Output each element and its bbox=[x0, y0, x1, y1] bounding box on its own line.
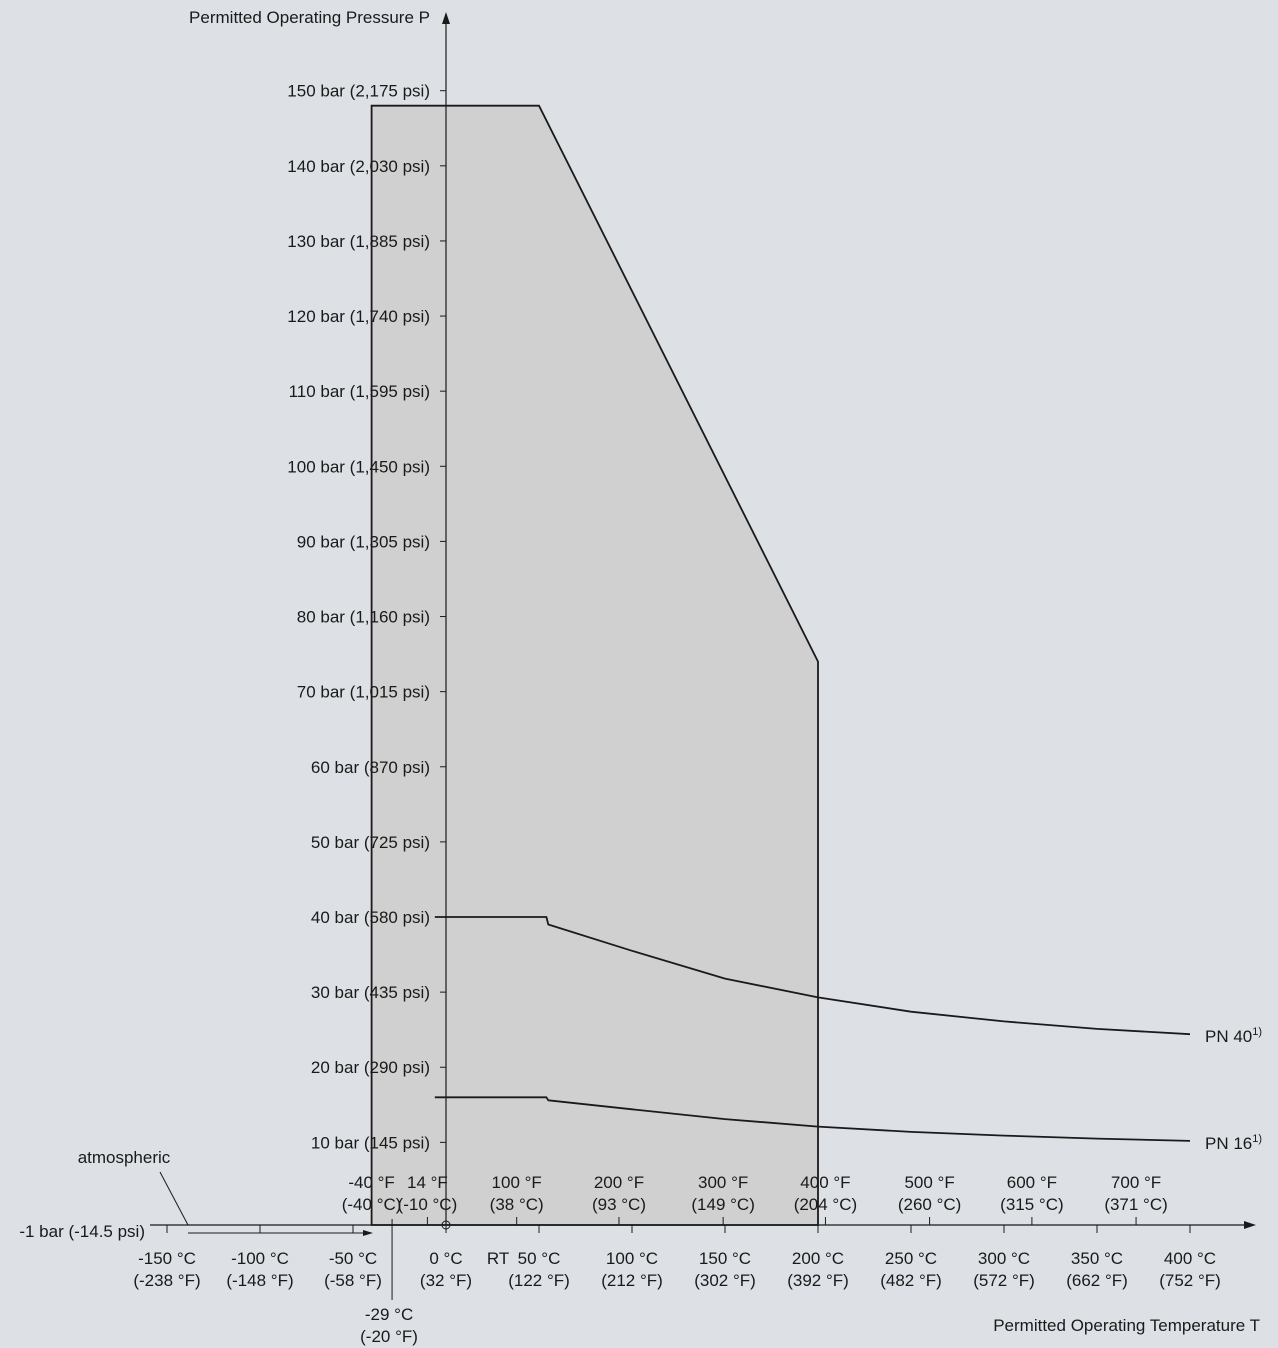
x-tick-celsius-label: 0 °C bbox=[429, 1249, 462, 1268]
x-tick-celsius-sublabel: (-58 °F) bbox=[324, 1271, 382, 1290]
x-tick-fahrenheit-label: 500 °F bbox=[904, 1173, 954, 1192]
x-tick-celsius-sublabel: (-238 °F) bbox=[133, 1271, 200, 1290]
series-label-pn-40: PN 401) bbox=[1205, 1026, 1262, 1046]
y-axis-title: Permitted Operating Pressure P bbox=[189, 8, 430, 27]
x-tick-fahrenheit-label: 300 °F bbox=[698, 1173, 748, 1192]
min-temp-marker-sublabel: (-20 °F) bbox=[360, 1327, 418, 1346]
x-tick-fahrenheit-sublabel: (371 °C) bbox=[1104, 1195, 1167, 1214]
x-tick-fahrenheit-label: -40 °F bbox=[348, 1173, 394, 1192]
x-tick-celsius-label: 100 °C bbox=[606, 1249, 658, 1268]
y-axis-arrowhead bbox=[442, 12, 450, 24]
y-tick-label: 20 bar (290 psi) bbox=[311, 1058, 430, 1077]
x-tick-celsius-sublabel: (122 °F) bbox=[508, 1271, 570, 1290]
x-tick-fahrenheit-sublabel: (-10 °C) bbox=[398, 1195, 458, 1214]
x-tick-fahrenheit-label: 200 °F bbox=[594, 1173, 644, 1192]
atmospheric-label: atmospheric bbox=[78, 1148, 171, 1167]
x-tick-celsius-label: 250 °C bbox=[885, 1249, 937, 1268]
x-tick-celsius-label: 350 °C bbox=[1071, 1249, 1123, 1268]
series-line-pn-16 bbox=[434, 1096, 1191, 1142]
x-tick-celsius-sublabel: (752 °F) bbox=[1159, 1271, 1221, 1290]
y-tick-label: 10 bar (145 psi) bbox=[311, 1133, 430, 1152]
x-tick-fahrenheit-sublabel: (93 °C) bbox=[592, 1195, 646, 1214]
y-tick-label: 130 bar (1,885 psi) bbox=[287, 232, 430, 251]
x-tick-celsius-sublabel: (302 °F) bbox=[694, 1271, 756, 1290]
permitted-area-polygon bbox=[370, 104, 819, 1226]
y-tick-label: 40 bar (580 psi) bbox=[311, 908, 430, 927]
x-tick-celsius-label: 50 °C bbox=[518, 1249, 561, 1268]
x-tick-celsius-label: 200 °C bbox=[792, 1249, 844, 1268]
y-tick-label: 140 bar (2,030 psi) bbox=[287, 157, 430, 176]
y-tick-label: 60 bar (870 psi) bbox=[311, 758, 430, 777]
y-tick-label: 90 bar (1,305 psi) bbox=[297, 532, 430, 551]
y-tick-label: 70 bar (1,015 psi) bbox=[297, 683, 430, 702]
rt-label: RT bbox=[487, 1249, 509, 1268]
y-tick-label: 80 bar (1,160 psi) bbox=[297, 608, 430, 627]
labels-layer: Permitted Operating Pressure P Permitted … bbox=[19, 8, 1262, 1346]
x-axis-title: Permitted Operating Temperature T bbox=[993, 1316, 1260, 1335]
atmospheric-arrowhead bbox=[363, 1230, 373, 1236]
x-tick-celsius-sublabel: (662 °F) bbox=[1066, 1271, 1128, 1290]
x-axis-arrowhead bbox=[1244, 1221, 1256, 1229]
series-label-pn-16: PN 161) bbox=[1205, 1133, 1262, 1153]
x-tick-celsius-label: 300 °C bbox=[978, 1249, 1030, 1268]
x-tick-celsius-sublabel: (212 °F) bbox=[601, 1271, 663, 1290]
y-tick-label: 100 bar (1,450 psi) bbox=[287, 457, 430, 476]
x-tick-fahrenheit-sublabel: (315 °C) bbox=[1000, 1195, 1063, 1214]
x-tick-celsius-sublabel: (-148 °F) bbox=[226, 1271, 293, 1290]
y-tick-label: 120 bar (1,740 psi) bbox=[287, 307, 430, 326]
x-tick-fahrenheit-sublabel: (260 °C) bbox=[898, 1195, 961, 1214]
x-tick-celsius-sublabel: (32 °F) bbox=[420, 1271, 472, 1290]
x-tick-fahrenheit-label: 100 °F bbox=[492, 1173, 542, 1192]
y-tick-label: 110 bar (1,595 psi) bbox=[289, 382, 430, 401]
atmospheric-leader bbox=[159, 1171, 189, 1226]
x-tick-fahrenheit-label: 400 °F bbox=[800, 1173, 850, 1192]
x-tick-fahrenheit-label: 14 °F bbox=[407, 1173, 448, 1192]
x-tick-fahrenheit-label: 600 °F bbox=[1007, 1173, 1057, 1192]
x-tick-celsius-label: 400 °C bbox=[1164, 1249, 1216, 1268]
y-tick-label: 50 bar (725 psi) bbox=[311, 833, 430, 852]
y-tick-label: 30 bar (435 psi) bbox=[311, 983, 430, 1002]
origin-label: -1 bar (-14.5 psi) bbox=[19, 1222, 145, 1241]
series-line-pn-40 bbox=[434, 916, 1191, 1036]
x-tick-celsius-sublabel: (482 °F) bbox=[880, 1271, 942, 1290]
x-tick-fahrenheit-sublabel: (38 °C) bbox=[490, 1195, 544, 1214]
series-layer bbox=[434, 916, 1191, 1142]
x-tick-celsius-label: -150 °C bbox=[138, 1249, 196, 1268]
x-tick-celsius-sublabel: (572 °F) bbox=[973, 1271, 1035, 1290]
y-tick-label: 150 bar (2,175 psi) bbox=[287, 82, 430, 101]
x-tick-fahrenheit-sublabel: (149 °C) bbox=[691, 1195, 754, 1214]
x-tick-celsius-sublabel: (392 °F) bbox=[787, 1271, 849, 1290]
area-layer bbox=[370, 104, 819, 1226]
x-tick-celsius-label: -100 °C bbox=[231, 1249, 289, 1268]
x-tick-fahrenheit-label: 700 °F bbox=[1111, 1173, 1161, 1192]
x-tick-celsius-label: 150 °C bbox=[699, 1249, 751, 1268]
x-tick-celsius-label: -50 °C bbox=[329, 1249, 377, 1268]
x-tick-fahrenheit-sublabel: (204 °C) bbox=[794, 1195, 857, 1214]
min-temp-marker-label: -29 °C bbox=[365, 1305, 413, 1324]
axes-layer bbox=[150, 12, 1256, 1300]
x-tick-fahrenheit-sublabel: (-40 °C) bbox=[342, 1195, 402, 1214]
